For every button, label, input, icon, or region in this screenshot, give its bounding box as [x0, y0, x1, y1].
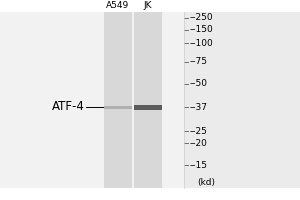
Bar	[104, 106, 132, 109]
Text: --50: --50	[190, 79, 208, 88]
Text: ATF-4: ATF-4	[52, 100, 84, 114]
Text: JK: JK	[144, 1, 152, 10]
Text: --75: --75	[190, 58, 208, 66]
Text: --37: --37	[190, 102, 208, 112]
Bar	[134, 12, 162, 188]
Text: --25: --25	[190, 127, 208, 136]
Text: --150: --150	[190, 25, 214, 34]
Text: --15: --15	[190, 160, 208, 170]
Text: --250: --250	[190, 14, 214, 22]
Bar	[134, 105, 162, 110]
Text: (kd): (kd)	[197, 178, 215, 187]
Text: --100: --100	[190, 38, 214, 47]
Text: A549: A549	[106, 1, 130, 10]
Bar	[184, 12, 300, 188]
Bar	[104, 12, 132, 188]
Bar	[0, 12, 184, 188]
Text: --20: --20	[190, 138, 208, 148]
